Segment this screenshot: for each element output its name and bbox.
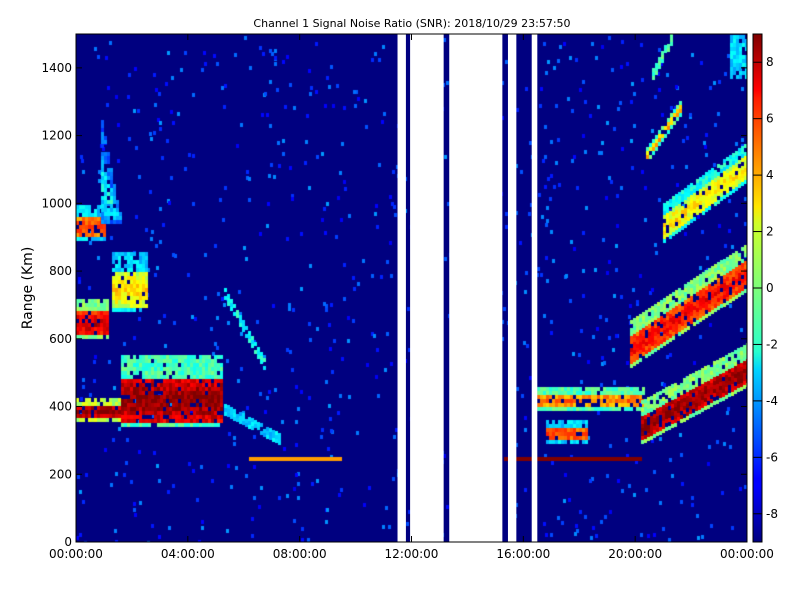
colorbar-tick-label: -2: [766, 337, 778, 351]
missing-data-gap: [531, 34, 538, 542]
y-tick-label: 200: [49, 467, 72, 481]
y-tick-label: 0: [64, 535, 72, 549]
colorbar-tick-label: 6: [766, 112, 774, 126]
colorbar-tick-label: 0: [766, 281, 774, 295]
x-tick-label: 12:00:00: [385, 547, 439, 561]
missing-data-gaps: [397, 34, 538, 542]
y-tick-label: 600: [49, 332, 72, 346]
x-tick-label: 04:00:00: [161, 547, 215, 561]
x-tick-label: 00:00:00: [49, 547, 103, 561]
y-tick-label: 1200: [41, 129, 72, 143]
y-tick-label: 400: [49, 400, 72, 414]
colorbar-axis: -8 -6 -4 -2 0 2 4 6 8: [753, 55, 778, 521]
colorbar-tick-label: -4: [766, 394, 778, 408]
y-axis: 0 200 400 600 800 1000 1200 1400: [41, 61, 747, 549]
colorbar-tick-label: 2: [766, 225, 774, 239]
x-tick-label: 16:00:00: [496, 547, 550, 561]
chart-title: Channel 1 Signal Noise Ratio (SNR): 2018…: [253, 17, 570, 30]
colorbar-tick-label: -6: [766, 450, 778, 464]
colorbar-tick-label: 8: [766, 55, 774, 69]
y-tick-label: 1000: [41, 196, 72, 210]
missing-data-gap: [507, 34, 517, 542]
colorbar-tick-label: 4: [766, 168, 774, 182]
y-axis-label: Range (Km): [20, 247, 36, 330]
x-axis: 00:00:00 04:00:00 08:00:00 12:00:00 16:00:00…: [49, 34, 774, 561]
missing-data-gap: [410, 34, 444, 542]
colorbar-tick-label: -8: [766, 507, 778, 521]
x-tick-label: 20:00:00: [608, 547, 662, 561]
missing-data-gap: [449, 34, 503, 542]
y-tick-label: 1400: [41, 61, 72, 75]
y-tick-label: 800: [49, 264, 72, 278]
missing-data-gap: [397, 34, 406, 542]
x-tick-label: 00:00:00: [720, 547, 774, 561]
x-tick-label: 08:00:00: [273, 547, 327, 561]
